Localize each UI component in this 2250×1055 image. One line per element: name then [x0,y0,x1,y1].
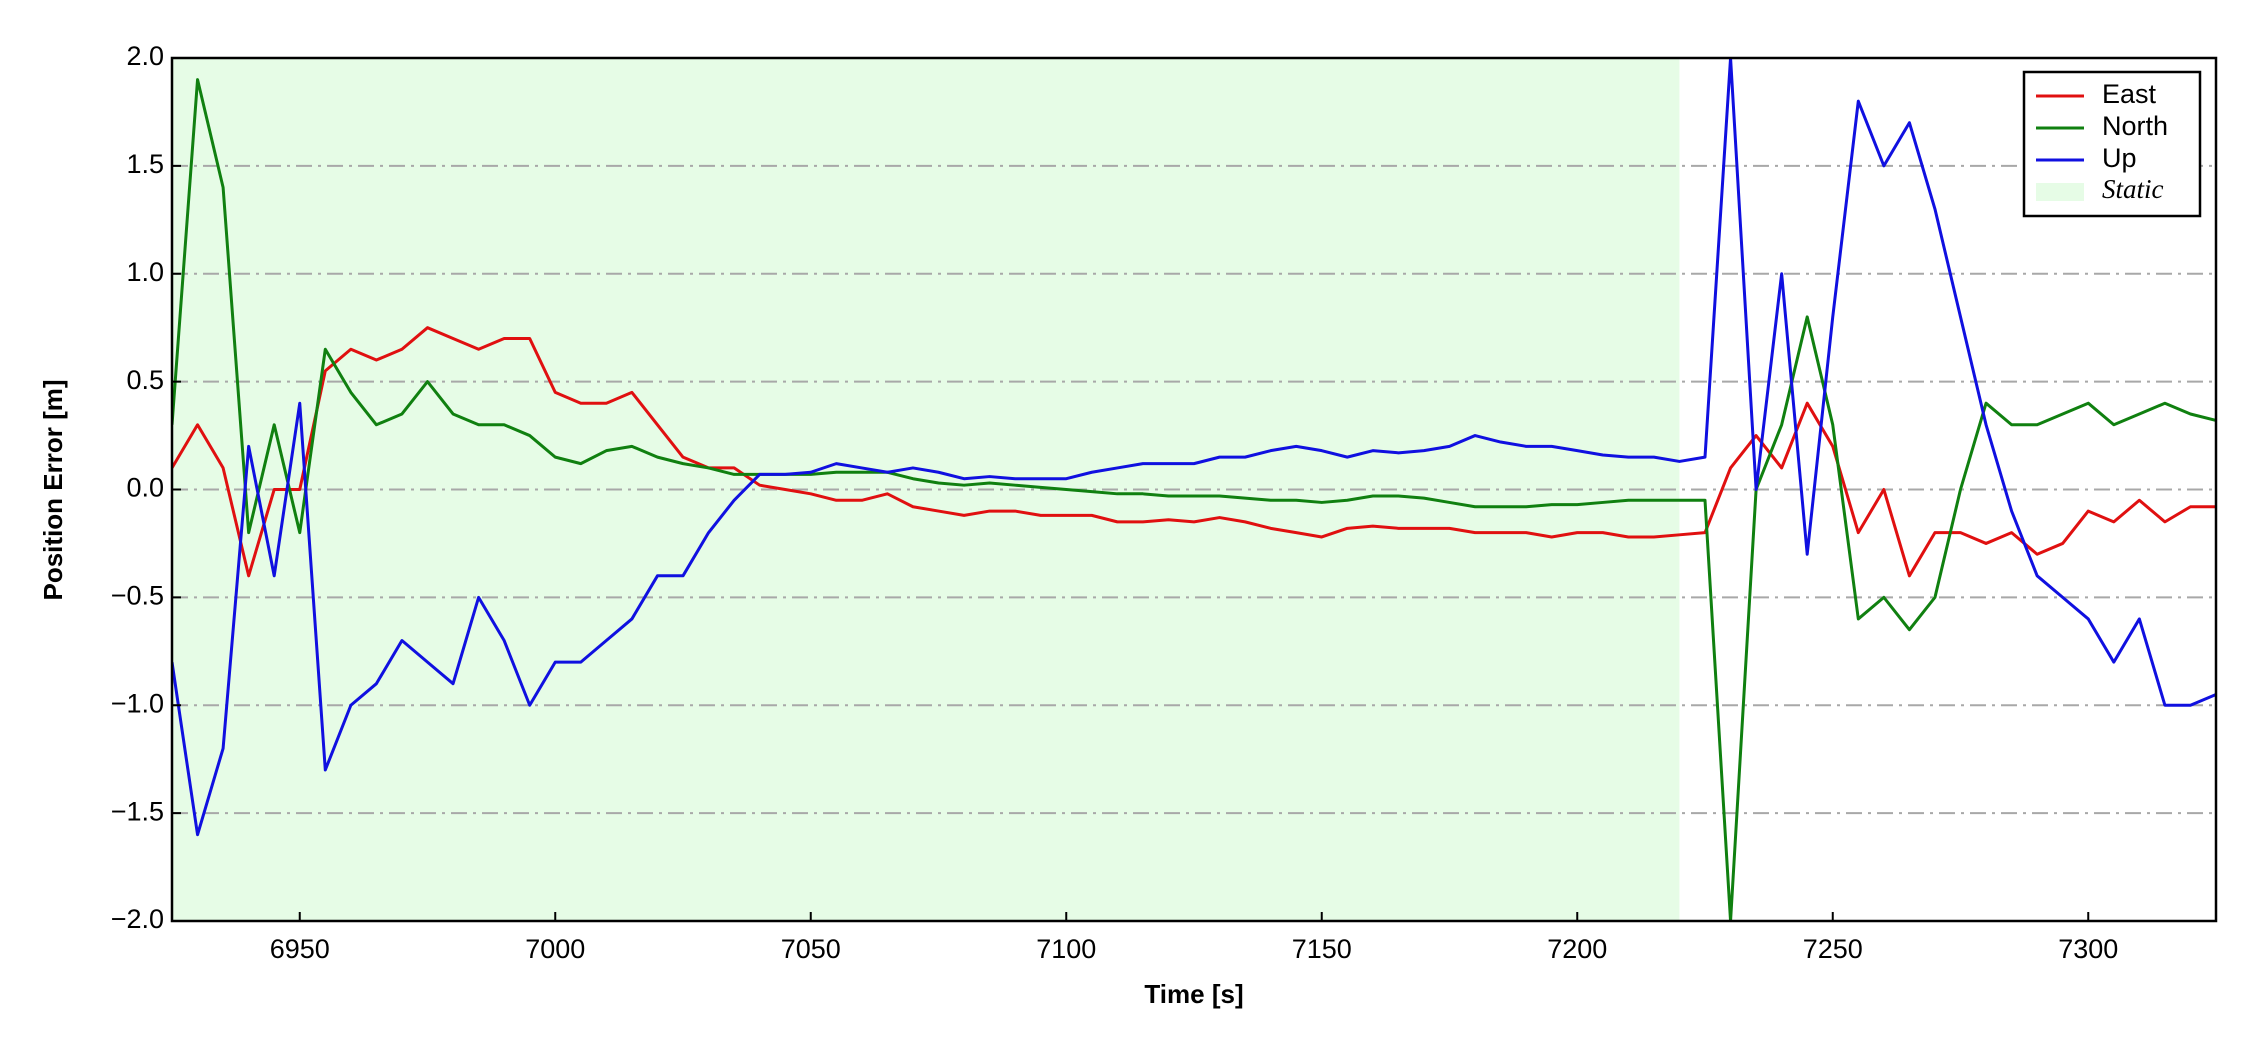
legend-label: East [2102,79,2157,109]
y-tick-label: −1.0 [111,688,164,718]
y-axis-title: Position Error [m] [38,379,68,600]
x-tick-label: 7100 [1036,934,1096,964]
y-tick-label: 2.0 [126,41,164,71]
legend-label: Up [2102,143,2137,173]
x-tick-label: 7250 [1803,934,1863,964]
lines [172,58,2216,921]
y-tick-label: 1.0 [126,257,164,287]
y-tick-label: −2.0 [111,904,164,934]
y-tick-label: 0.0 [126,473,164,503]
series-line [172,326,2216,578]
series-line [172,78,2216,921]
axes: −2.0 −1.5 −1.0 −0.5 0.0 0.5 1.0 1.5 2.0 6950 7000 7… [111,41,2119,964]
series-line [172,58,2216,837]
y-tick-label: −0.5 [111,581,164,611]
x-tick-label: 7050 [781,934,841,964]
legend-label: North [2102,111,2168,141]
x-tick-label: 7300 [2058,934,2118,964]
x-tick-label: 7200 [1547,934,1607,964]
y-tick-label: 1.5 [126,149,164,179]
x-axis-title: Time [s] [1144,979,1243,1009]
x-tick-label: 7000 [525,934,585,964]
y-tick-label: 0.5 [126,365,164,395]
x-tick-label: 6950 [270,934,330,964]
legend-label: Static [2102,174,2164,204]
y-tick-label: −1.5 [111,796,164,826]
x-tick-label: 7150 [1292,934,1352,964]
legend-swatch [2036,183,2084,201]
